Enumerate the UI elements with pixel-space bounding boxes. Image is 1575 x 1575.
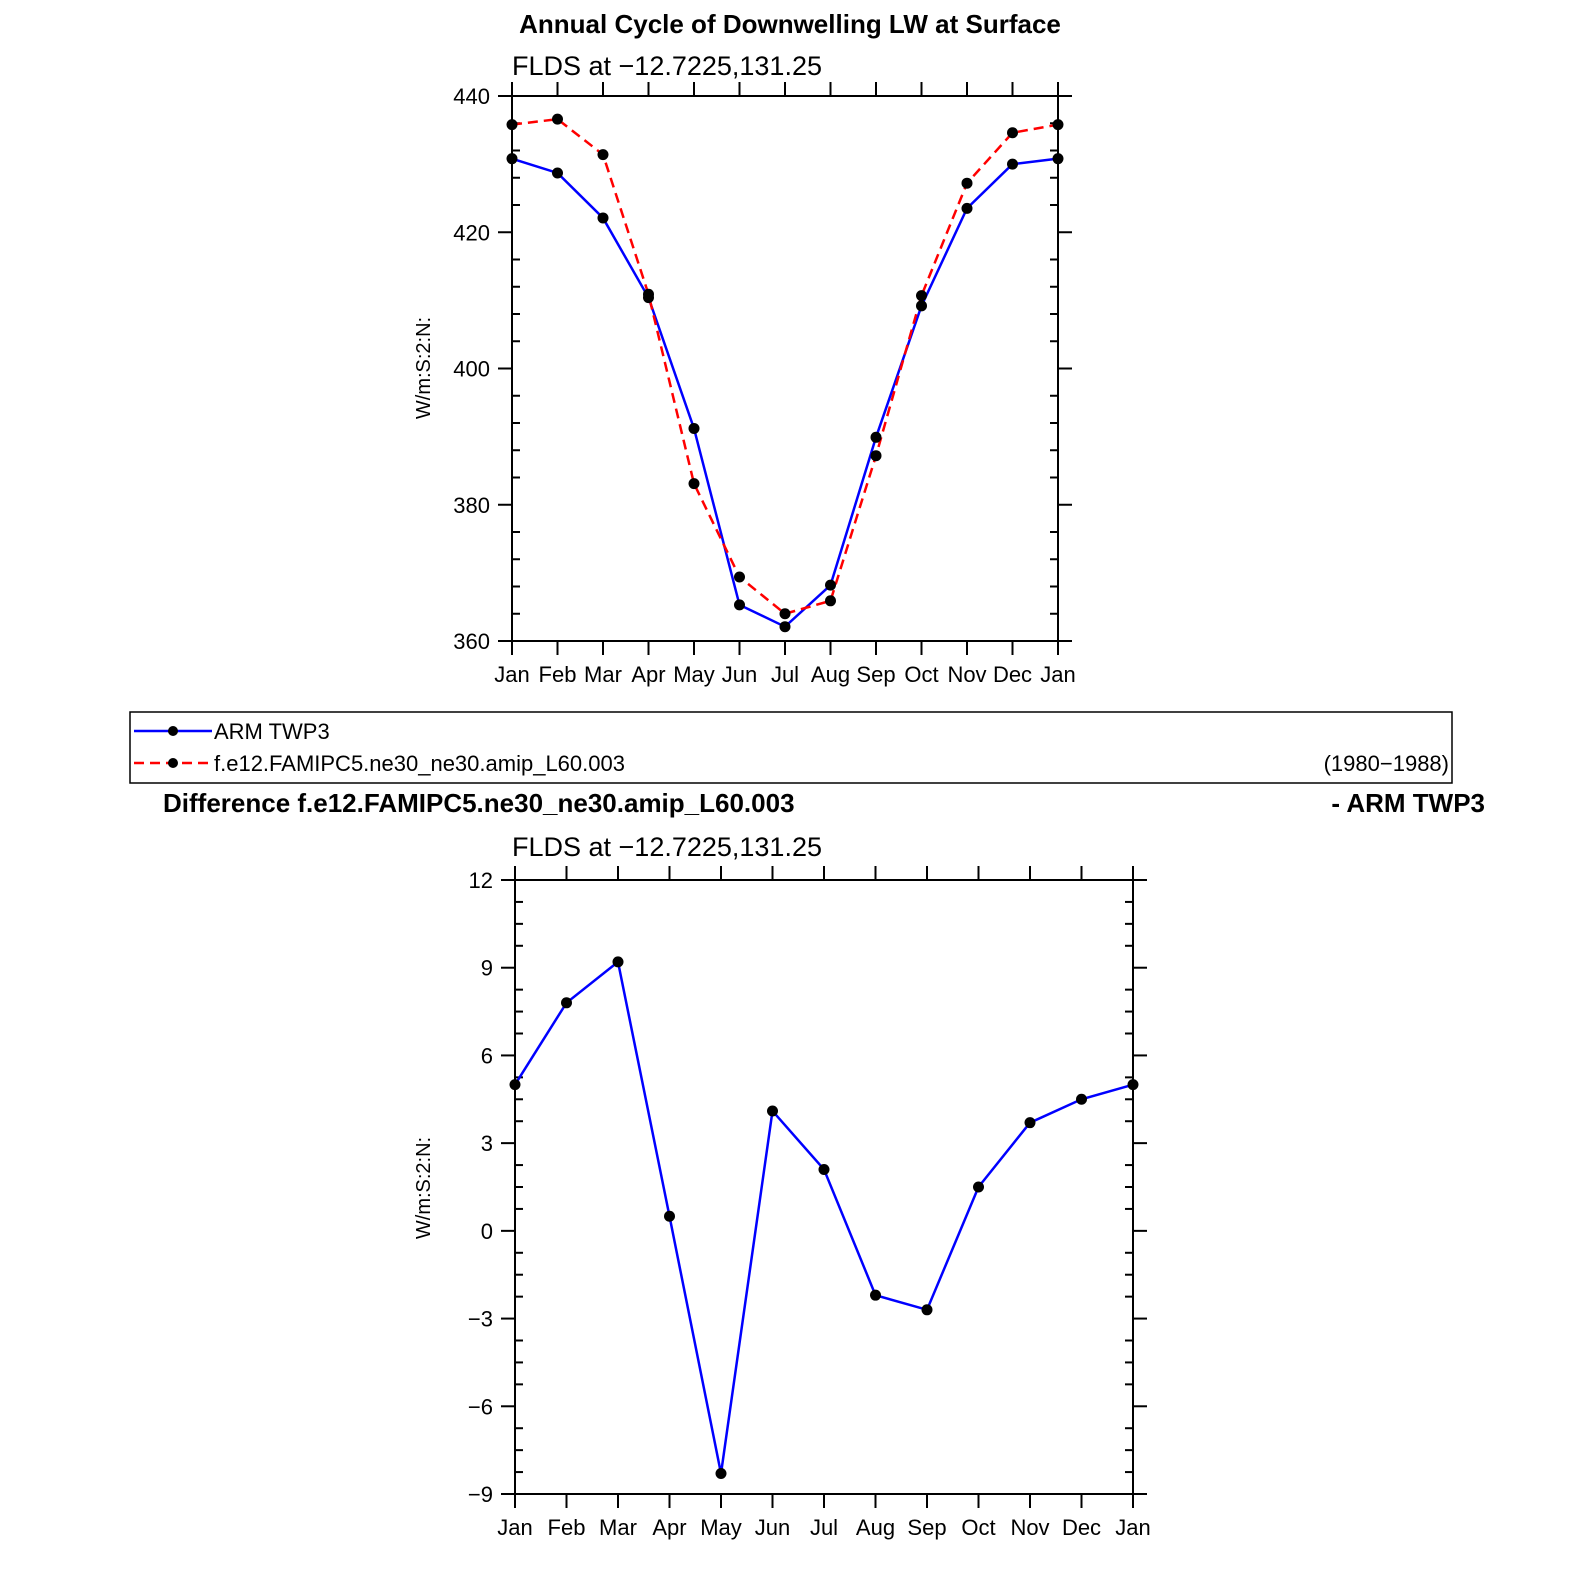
plot-frame [511, 95, 1059, 642]
x-tick-label: Dec [1062, 1515, 1101, 1540]
data-point-0 [1007, 158, 1018, 170]
legend: ARM TWP3 f.e12.FAMIPC5.ne30_ne30.amip_L6… [129, 711, 1453, 784]
data-point-0 [1127, 1079, 1139, 1091]
x-tick-label: Nov [947, 662, 986, 687]
y-tick-label: 12 [469, 868, 493, 893]
data-point-0 [612, 956, 624, 968]
data-point-0 [1076, 1093, 1087, 1105]
data-point-0 [506, 153, 518, 165]
legend-label-arm: ARM TWP3 [214, 719, 330, 744]
y-tick-label: 440 [453, 84, 490, 109]
data-point-0 [973, 1181, 984, 1193]
chart-title: Annual Cycle of Downwelling LW at Surfac… [519, 9, 1061, 39]
data-point-0 [921, 1304, 933, 1316]
chart-subtitle: FLDS at −12.7225,131.25 [512, 832, 822, 862]
annual-cycle-chart: Annual Cycle of Downwelling LW at Surfac… [413, 9, 1076, 687]
data-point-0 [664, 1210, 675, 1222]
data-point-0 [961, 202, 973, 214]
series-line-0 [511, 157, 1059, 629]
chart-title-right: - ARM TWP3 [1331, 788, 1485, 818]
y-tick-label: 0 [481, 1219, 493, 1244]
x-tick-label: Apr [631, 662, 665, 687]
legend-frame [129, 711, 1453, 784]
data-point-0 [561, 997, 572, 1009]
x-tick-label: Feb [539, 662, 577, 687]
data-point-0 [715, 1468, 727, 1480]
x-tick-label: Jan [497, 1515, 532, 1540]
series-line-0 [513, 959, 1134, 1474]
y-tick-label: −9 [468, 1482, 493, 1507]
x-tick-label: Aug [856, 1515, 895, 1540]
x-tick-label: Aug [811, 662, 850, 687]
x-tick-label: Sep [907, 1515, 946, 1540]
y-tick-label: −6 [468, 1394, 493, 1419]
data-point-1 [825, 595, 836, 607]
legend-period: (1980−1988) [1324, 751, 1449, 776]
data-point-1 [961, 177, 973, 189]
data-point-0 [779, 621, 791, 633]
y-tick-label: 420 [453, 220, 490, 245]
data-point-0 [870, 431, 882, 443]
data-point-0 [818, 1163, 830, 1175]
data-point-1 [688, 478, 700, 490]
data-point-1 [643, 288, 654, 300]
data-point-0 [870, 1289, 881, 1301]
data-point-0 [552, 167, 563, 179]
x-tick-label: Dec [993, 662, 1032, 687]
data-point-0 [509, 1079, 521, 1091]
x-tick-label: Jun [722, 662, 757, 687]
data-point-0 [597, 212, 609, 224]
y-tick-label: 6 [481, 1043, 493, 1068]
x-tick-label: Jan [1115, 1515, 1150, 1540]
data-point-0 [916, 300, 927, 312]
data-point-1 [597, 149, 609, 161]
data-point-1 [734, 571, 745, 583]
y-axis-label: W/m:S:2:N: [413, 317, 435, 419]
chart-subtitle: FLDS at −12.7225,131.25 [512, 51, 822, 81]
y-tick-label: −3 [468, 1307, 493, 1332]
y-tick-label: 360 [453, 629, 490, 654]
data-point-0 [1052, 153, 1064, 165]
x-tick-label: Jan [1040, 662, 1075, 687]
difference-chart: Difference f.e12.FAMIPC5.ne30_ne30.amip_… [163, 788, 1485, 1540]
data-point-1 [870, 450, 882, 462]
data-point-0 [767, 1105, 778, 1117]
data-point-1 [552, 113, 563, 125]
x-tick-label: Jul [771, 662, 799, 687]
x-tick-label: Jul [810, 1515, 838, 1540]
x-tick-label: Mar [599, 1515, 637, 1540]
x-tick-label: Jun [755, 1515, 790, 1540]
data-point-1 [779, 608, 791, 620]
data-point-0 [825, 579, 836, 591]
data-point-1 [1007, 127, 1018, 139]
legend-marker-model [168, 758, 178, 768]
series-line-1 [511, 117, 1059, 616]
chart-title: Difference f.e12.FAMIPC5.ne30_ne30.amip_… [163, 788, 795, 818]
data-point-0 [734, 599, 745, 611]
x-tick-label: Oct [961, 1515, 995, 1540]
x-tick-label: Mar [584, 662, 622, 687]
x-tick-label: May [673, 662, 715, 687]
data-point-1 [1052, 119, 1064, 131]
x-tick-label: Nov [1010, 1515, 1049, 1540]
x-tick-label: Jan [494, 662, 529, 687]
data-point-0 [1024, 1117, 1036, 1129]
y-axis-label: W/m:S:2:N: [413, 1137, 435, 1239]
x-tick-label: Apr [652, 1515, 686, 1540]
x-tick-label: Oct [904, 662, 938, 687]
plot-frame [514, 879, 1134, 1495]
legend-marker-arm [168, 726, 178, 736]
legend-label-model: f.e12.FAMIPC5.ne30_ne30.amip_L60.003 [214, 751, 625, 776]
x-tick-label: Sep [856, 662, 895, 687]
x-tick-label: May [700, 1515, 742, 1540]
data-point-0 [688, 422, 700, 434]
y-tick-label: 3 [481, 1131, 493, 1156]
y-tick-label: 9 [481, 956, 493, 981]
y-tick-label: 400 [453, 357, 490, 382]
data-point-1 [506, 119, 518, 131]
x-tick-label: Feb [548, 1515, 586, 1540]
data-point-1 [916, 290, 927, 302]
y-tick-label: 380 [453, 493, 490, 518]
